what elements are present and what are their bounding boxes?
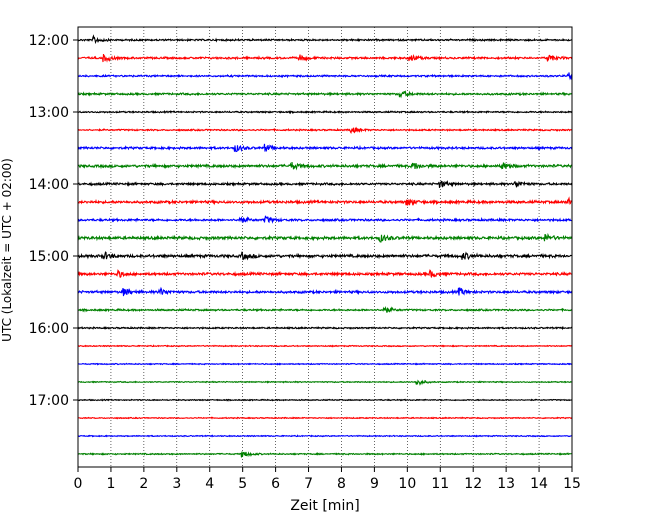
x-tick-label: 15 <box>563 476 581 492</box>
trace-1730 <box>77 434 573 438</box>
trace-1315 <box>77 126 573 135</box>
trace-1715 <box>77 416 573 420</box>
trace-1300 <box>77 109 573 115</box>
y-axis-label: UTC (Lokalzeit = UTC + 02:00) <box>0 158 14 342</box>
trace-1645 <box>77 379 573 386</box>
y-tick-label: 17:00 <box>29 393 69 409</box>
trace-1345 <box>77 162 573 171</box>
x-axis-ticks: 0 1 2 3 4 5 6 7 8 9 10 11 12 13 14 15 <box>74 467 581 492</box>
trace-1245 <box>77 90 573 99</box>
trace-1500 <box>77 251 573 261</box>
x-tick-label: 4 <box>205 476 214 492</box>
trace-1230 <box>77 72 573 81</box>
seismic-traces <box>77 34 573 458</box>
trace-1545 <box>77 305 573 313</box>
x-tick-label: 14 <box>530 476 548 492</box>
y-axis-ticks: 12:00 13:00 14:00 15:00 16:00 17:00 <box>29 33 78 409</box>
y-tick-label: 13:00 <box>29 105 69 121</box>
grid-lines <box>110 27 540 467</box>
trace-1415 <box>77 196 573 207</box>
x-tick-label: 12 <box>464 476 482 492</box>
trace-1700 <box>77 398 573 402</box>
x-tick-label: 13 <box>497 476 515 492</box>
x-tick-label: 0 <box>74 476 83 492</box>
x-tick-label: 1 <box>106 476 115 492</box>
trace-1215 <box>77 53 573 63</box>
trace-1200 <box>77 34 573 45</box>
trace-1445 <box>77 232 573 243</box>
x-tick-label: 7 <box>304 476 313 492</box>
x-axis-label: Zeit [min] <box>290 498 359 514</box>
x-tick-label: 3 <box>172 476 181 492</box>
y-tick-label: 15:00 <box>29 249 69 265</box>
x-tick-label: 2 <box>139 476 148 492</box>
trace-1530 <box>77 286 573 297</box>
x-tick-label: 6 <box>271 476 280 492</box>
y-tick-label: 16:00 <box>29 321 69 337</box>
x-tick-label: 11 <box>431 476 449 492</box>
x-tick-label: 10 <box>398 476 416 492</box>
trace-1400 <box>77 179 573 188</box>
y-tick-label: 14:00 <box>29 177 69 193</box>
trace-1430 <box>77 215 573 224</box>
y-tick-label: 12:00 <box>29 33 69 49</box>
x-tick-label: 8 <box>337 476 346 492</box>
plot-frame <box>77 26 573 468</box>
trace-1745 <box>77 451 573 458</box>
trace-1515 <box>77 269 573 278</box>
trace-1630 <box>77 362 572 366</box>
trace-1615 <box>77 344 573 348</box>
x-tick-label: 5 <box>238 476 247 492</box>
trace-1330 <box>77 143 573 153</box>
trace-1600 <box>77 325 573 331</box>
x-tick-label: 9 <box>370 476 379 492</box>
